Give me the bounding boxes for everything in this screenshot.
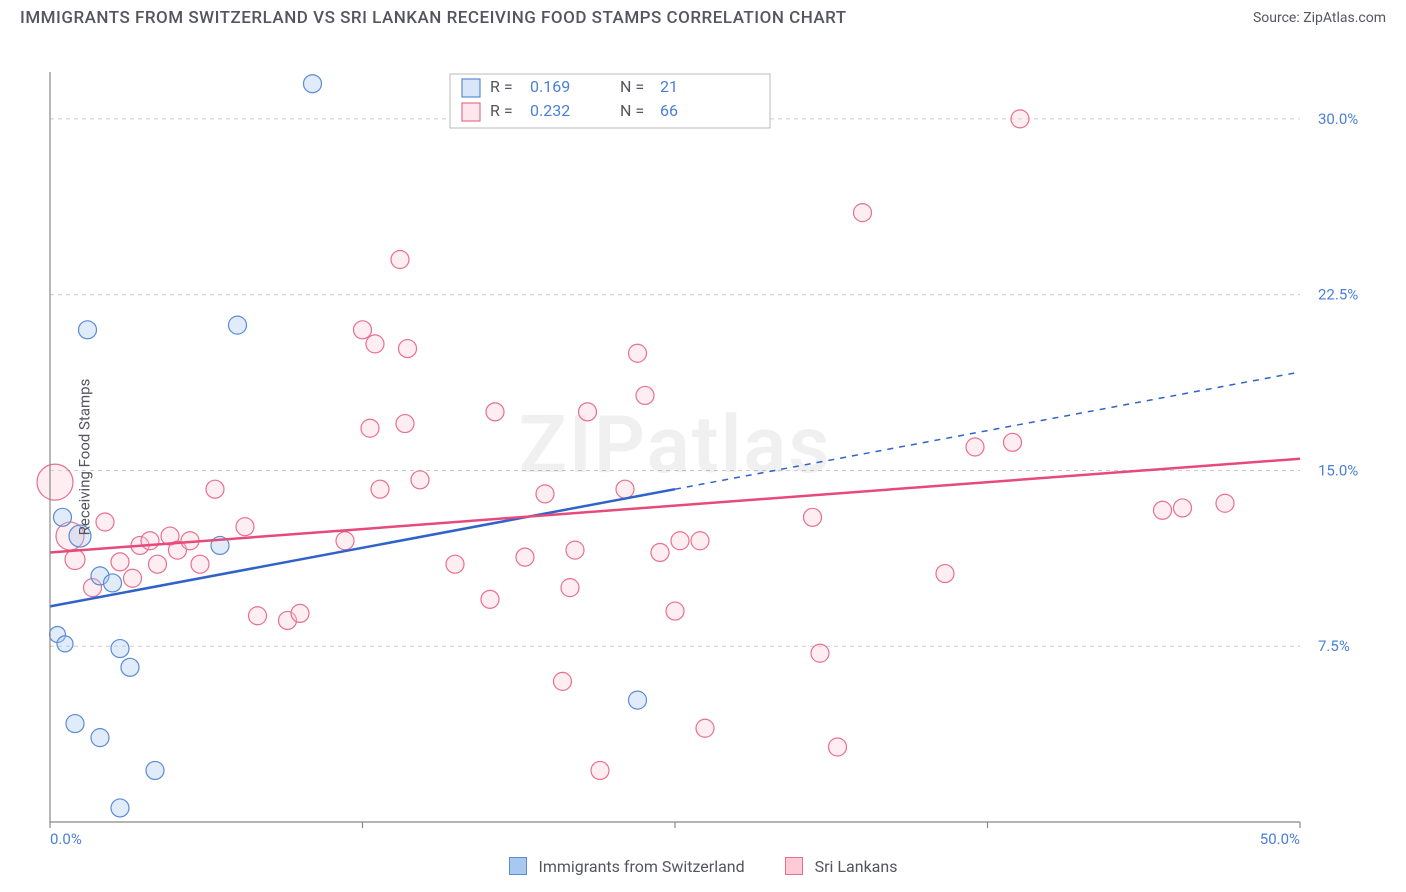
legend-item-srilankan: Sri Lankans [785,857,898,876]
legend-swatch-swiss [509,857,527,875]
svg-text:66: 66 [660,101,678,120]
legend-swatch-srilankan [785,857,803,875]
svg-text:0.232: 0.232 [530,101,570,120]
scatter-chart: 7.5% 15.0% 22.5% 30.0% ZIPatlas 0.0% 50.0% R = 0… [0,32,1406,852]
svg-text:22.5%: 22.5% [1318,286,1358,304]
svg-text:30.0%: 30.0% [1318,110,1358,128]
chart-header: IMMIGRANTS FROM SWITZERLAND VS SRI LANKA… [0,0,1406,32]
chart-area: Receiving Food Stamps 7.5% 15.0% 22.5% 30.0… [0,32,1406,882]
svg-text:15.0%: 15.0% [1318,461,1358,479]
svg-text:21: 21 [660,77,678,96]
legend-label-srilankan: Sri Lankans [815,857,898,876]
svg-text:N =: N = [620,77,644,96]
svg-text:ZIPatlas: ZIPatlas [518,398,831,492]
legend-item-swiss: Immigrants from Switzerland [509,857,745,876]
chart-source: Source: ZipAtlas.com [1253,10,1386,26]
legend-label-swiss: Immigrants from Switzerland [538,857,744,876]
svg-text:50.0%: 50.0% [1260,830,1300,848]
chart-title: IMMIGRANTS FROM SWITZERLAND VS SRI LANKA… [20,8,847,28]
svg-text:7.5%: 7.5% [1318,637,1350,655]
svg-text:0.169: 0.169 [530,77,570,96]
svg-text:0.0%: 0.0% [50,830,82,848]
svg-text:R =: R = [490,77,513,96]
svg-text:R =: R = [490,101,513,120]
svg-text:N =: N = [620,101,644,120]
bottom-legend: Immigrants from Switzerland Sri Lankans [0,857,1406,876]
y-axis-label: Receiving Food Stamps [75,379,93,536]
